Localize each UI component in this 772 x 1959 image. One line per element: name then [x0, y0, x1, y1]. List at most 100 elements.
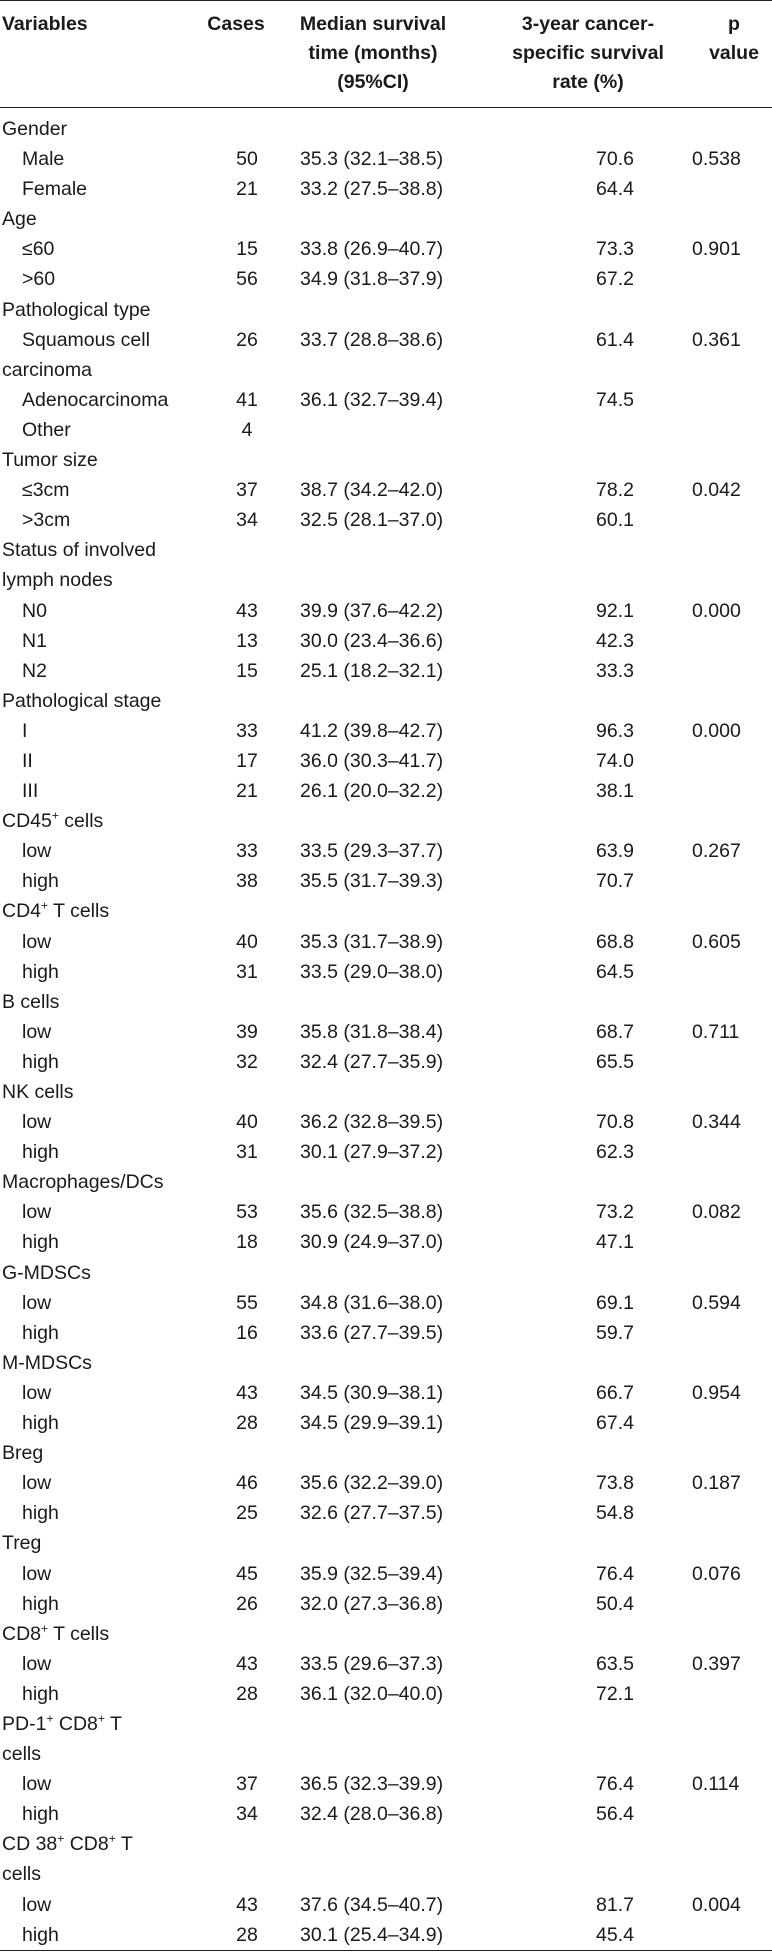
p-value-cell	[692, 174, 772, 204]
table-row: N0 43 39.9 (37.6–42.2) 92.1 0.000	[0, 596, 772, 626]
cases-cell: 46	[236, 1472, 258, 1495]
superscript: +	[46, 1711, 54, 1726]
group-label: Pathological type	[0, 295, 192, 325]
median-survival-cell: 35.9 (32.5–39.4)	[300, 1562, 444, 1585]
label-text: G-MDSCs	[2, 1261, 91, 1284]
group-row: Age	[0, 204, 772, 234]
p-value-cell: 0.344	[692, 1111, 741, 1134]
survival-rate-cell	[456, 445, 692, 475]
cases-cell: 15	[236, 659, 258, 682]
label-text: T	[115, 1833, 133, 1856]
row-label: low	[0, 1559, 192, 1589]
superscript: +	[97, 1711, 105, 1726]
median-survival-cell: 35.3 (32.1–38.5)	[300, 148, 444, 171]
survival-rate-cell: 63.9	[596, 840, 634, 863]
label-text: ≤3cm	[22, 479, 70, 502]
table-row: II 17 36.0 (30.3–41.7) 74.0	[0, 746, 772, 776]
row-label: low	[0, 836, 192, 866]
median-survival-cell	[280, 686, 456, 716]
median-survival-cell: 30.1 (27.9–37.2)	[300, 1141, 444, 1164]
group-row: NK cells	[0, 1077, 772, 1107]
table-row: high 28 36.1 (32.0–40.0) 72.1	[0, 1679, 772, 1709]
median-survival-cell: 34.9 (31.8–37.9)	[300, 268, 444, 291]
p-value-cell: 0.000	[692, 599, 741, 622]
label-text: Pathological type	[2, 298, 151, 321]
survival-rate-cell: 76.4	[596, 1562, 634, 1585]
row-label: low	[0, 1017, 192, 1047]
cases-cell: 45	[236, 1562, 258, 1585]
p-value-cell	[692, 204, 772, 234]
label-text: high	[22, 1141, 59, 1164]
survival-rate-cell: 96.3	[596, 719, 634, 742]
group-row: M-MDSCs	[0, 1348, 772, 1378]
group-label: G-MDSCs	[0, 1258, 192, 1288]
median-survival-cell: 33.6 (27.7–39.5)	[300, 1321, 444, 1344]
group-row: PD-1+ CD8+ T	[0, 1709, 772, 1739]
row-label: low	[0, 1107, 192, 1137]
cases-cell	[192, 295, 280, 325]
group-row: Macrophages/DCs	[0, 1167, 772, 1197]
survival-rate-cell: 81.7	[596, 1893, 634, 1916]
median-survival-cell: 36.5 (32.3–39.9)	[300, 1773, 444, 1796]
label-text: low	[22, 1773, 52, 1796]
group-label: lymph nodes	[0, 565, 192, 595]
table-row: >60 56 34.9 (31.8–37.9) 67.2	[0, 264, 772, 294]
label-text: NK cells	[2, 1081, 74, 1103]
row-label: N0	[0, 596, 192, 626]
table-body: Gender Male 50 35.3 (32.1–38.5) 70.6 0.538 Fem…	[0, 108, 772, 1951]
group-row: CD4+ T cells	[0, 896, 772, 926]
label-text: high	[22, 1502, 59, 1525]
table-row: Squamous cell 26 33.7 (28.8–38.6) 61.4 0.361	[0, 325, 772, 355]
cases-cell	[192, 1739, 280, 1769]
group-row: carcinoma	[0, 355, 772, 385]
table-row: high 32 32.4 (27.7–35.9) 65.5	[0, 1047, 772, 1077]
median-survival-cell: 33.8 (26.9–40.7)	[300, 238, 444, 261]
row-label: high	[0, 1589, 192, 1619]
median-survival-cell: 37.6 (34.5–40.7)	[300, 1893, 444, 1916]
survival-rate-cell	[456, 896, 692, 926]
row-label: low	[0, 1197, 192, 1227]
label-text: Age	[2, 208, 37, 231]
cases-cell: 15	[236, 238, 258, 261]
p-value-cell	[692, 1739, 772, 1769]
median-survival-cell	[280, 565, 456, 595]
row-label: high	[0, 1408, 192, 1438]
label-text: high	[22, 1923, 59, 1946]
superscript: +	[41, 898, 49, 913]
label-text: high	[22, 1592, 59, 1615]
median-survival-cell	[280, 1528, 456, 1558]
p-value-cell	[692, 1498, 772, 1528]
group-row: CD 38+ CD8+ T	[0, 1829, 772, 1859]
label-text: Male	[22, 148, 65, 171]
survival-rate-cell: 73.2	[596, 1201, 634, 1224]
p-value-cell	[692, 896, 772, 926]
cases-cell: 4	[241, 418, 253, 441]
median-survival-cell: 35.6 (32.5–38.8)	[300, 1201, 444, 1224]
cases-cell	[192, 535, 280, 565]
group-row: cells	[0, 1739, 772, 1769]
superscript: +	[108, 1831, 116, 1846]
survival-rate-cell: 47.1	[596, 1231, 634, 1254]
p-value-cell	[692, 1137, 772, 1167]
table-row: high 28 34.5 (29.9–39.1) 67.4	[0, 1408, 772, 1438]
cases-cell: 34	[236, 509, 258, 532]
median-survival-cell	[280, 1619, 456, 1649]
p-value-cell	[692, 806, 772, 836]
group-row: Pathological type	[0, 295, 772, 325]
median-survival-cell	[280, 896, 456, 926]
p-value-cell: 0.954	[692, 1381, 741, 1404]
group-row: G-MDSCs	[0, 1258, 772, 1288]
label-text: N1	[22, 629, 47, 652]
median-survival-cell: 26.1 (20.0–32.2)	[300, 780, 444, 803]
label-text: Treg	[2, 1532, 42, 1555]
median-survival-cell: 25.1 (18.2–32.1)	[300, 659, 444, 682]
group-label: cells	[0, 1739, 192, 1769]
survival-rate-cell	[456, 1859, 692, 1889]
row-label: Other	[0, 415, 192, 445]
row-label: low	[0, 1378, 192, 1408]
cases-cell: 26	[236, 1592, 258, 1615]
table-row: low 43 33.5 (29.6–37.3) 63.5 0.397	[0, 1649, 772, 1679]
row-label: high	[0, 1137, 192, 1167]
table-row: low 40 36.2 (32.8–39.5) 70.8 0.344	[0, 1107, 772, 1137]
cases-cell: 56	[236, 268, 258, 291]
